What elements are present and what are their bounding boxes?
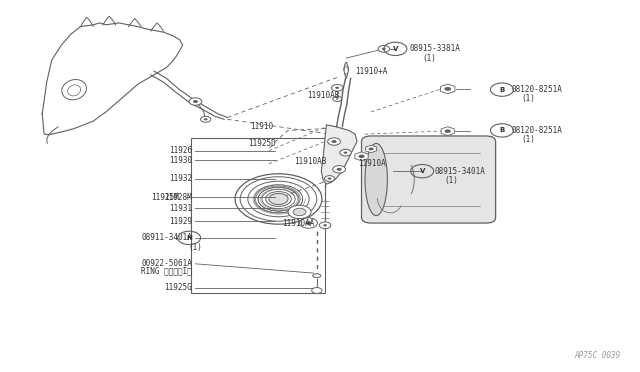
Polygon shape	[441, 127, 454, 136]
Circle shape	[444, 87, 451, 91]
Text: 11926: 11926	[169, 146, 192, 155]
Circle shape	[332, 84, 343, 91]
Circle shape	[288, 205, 311, 219]
Text: 11910AA: 11910AA	[282, 219, 314, 228]
Circle shape	[323, 224, 327, 227]
Circle shape	[340, 149, 351, 156]
Polygon shape	[355, 152, 368, 161]
Text: 11910: 11910	[250, 122, 273, 131]
Circle shape	[204, 118, 207, 121]
Text: V: V	[419, 168, 425, 174]
Text: 08120-8251A: 08120-8251A	[511, 126, 563, 135]
Circle shape	[333, 166, 346, 173]
Text: RING リング（I）: RING リング（I）	[141, 267, 192, 276]
Circle shape	[305, 221, 312, 225]
Circle shape	[336, 98, 339, 100]
Circle shape	[369, 147, 374, 150]
Circle shape	[337, 168, 342, 171]
Text: 11910A: 11910A	[358, 159, 386, 168]
Text: 11930: 11930	[169, 155, 192, 164]
Circle shape	[328, 138, 340, 145]
Text: 11925G: 11925G	[164, 283, 192, 292]
Text: 11910+A: 11910+A	[355, 67, 387, 76]
Text: 11910AB: 11910AB	[307, 91, 340, 100]
Polygon shape	[440, 84, 455, 94]
Ellipse shape	[344, 67, 348, 74]
Text: 11931: 11931	[169, 204, 192, 213]
Text: 11910AB: 11910AB	[294, 157, 327, 166]
Text: 11925M: 11925M	[151, 193, 179, 202]
Text: (1): (1)	[422, 54, 436, 62]
Text: 11928M: 11928M	[164, 193, 192, 202]
Circle shape	[312, 288, 322, 294]
Text: B: B	[499, 127, 504, 134]
Circle shape	[335, 87, 339, 89]
Text: N: N	[186, 235, 192, 241]
Ellipse shape	[313, 274, 321, 278]
Circle shape	[445, 129, 451, 133]
Text: 11929: 11929	[169, 217, 192, 226]
Text: (1): (1)	[188, 243, 202, 251]
Circle shape	[189, 98, 202, 105]
Circle shape	[378, 45, 390, 52]
Circle shape	[324, 176, 335, 182]
Circle shape	[293, 208, 306, 216]
Text: 08120-8251A: 08120-8251A	[511, 85, 563, 94]
Circle shape	[300, 218, 317, 228]
Circle shape	[358, 155, 365, 158]
Circle shape	[200, 116, 211, 122]
Text: 08915-3401A: 08915-3401A	[435, 167, 486, 176]
Text: 08915-3381A: 08915-3381A	[410, 44, 460, 53]
Text: V: V	[393, 46, 398, 52]
Text: AP75C 0039: AP75C 0039	[574, 351, 620, 360]
Text: 00922-5061A: 00922-5061A	[141, 259, 192, 268]
Text: (1): (1)	[521, 135, 535, 144]
Text: (1): (1)	[521, 94, 535, 103]
Circle shape	[193, 100, 198, 103]
Circle shape	[344, 151, 348, 154]
Circle shape	[269, 193, 288, 205]
Polygon shape	[365, 145, 376, 153]
Polygon shape	[321, 125, 357, 184]
Circle shape	[333, 96, 342, 102]
Polygon shape	[344, 62, 349, 78]
Circle shape	[319, 222, 331, 229]
Text: B: B	[499, 87, 504, 93]
Ellipse shape	[365, 143, 387, 216]
Bar	[191, 138, 325, 294]
Text: (1): (1)	[445, 176, 458, 185]
Text: 11932: 11932	[169, 174, 192, 183]
Text: 11925D: 11925D	[248, 139, 276, 148]
FancyBboxPatch shape	[362, 136, 495, 223]
Circle shape	[332, 140, 337, 143]
Text: 08911-3401A: 08911-3401A	[141, 233, 192, 243]
Circle shape	[382, 48, 386, 50]
Circle shape	[328, 177, 332, 180]
